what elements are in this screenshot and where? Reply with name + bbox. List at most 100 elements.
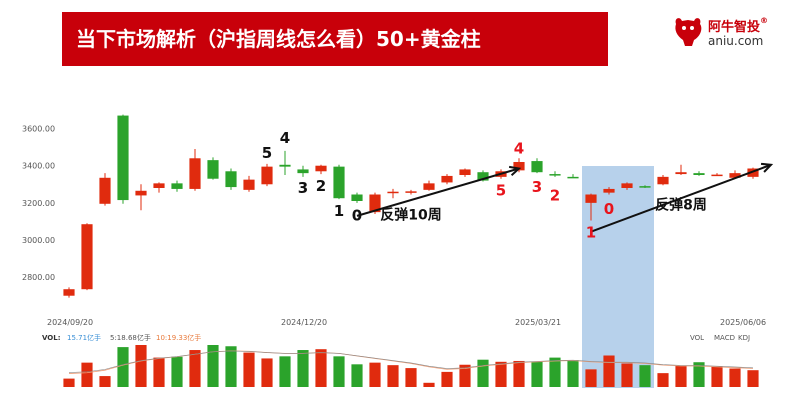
y-tick-label: 3200.00 (22, 199, 55, 208)
rebound-arrow-line (356, 167, 520, 217)
wave-count-label: 5 (496, 182, 506, 200)
wave-count-label: 4 (514, 139, 524, 157)
volume-ma-line-2 (68, 350, 754, 373)
candle-body (63, 289, 75, 296)
candle-body (639, 186, 651, 188)
x-tick-label: 2024/12/20 (281, 318, 327, 327)
volume-bar (603, 355, 615, 387)
candle-body (315, 165, 327, 172)
x-tick-label: 2025/03/21 (515, 318, 561, 327)
volume-bar (369, 362, 381, 387)
volume-bar (477, 359, 489, 387)
y-tick-label: 3000.00 (22, 236, 55, 245)
page-title: 当下市场解析（沪指周线怎么看）50+黄金柱 (76, 27, 481, 51)
volume-legend-label: VOL: (42, 334, 61, 342)
candle-body (531, 161, 543, 173)
candle-body (567, 176, 579, 179)
candle-body (513, 162, 525, 171)
candle-body (603, 188, 615, 193)
y-tick-label: 2800.00 (22, 273, 55, 282)
volume-bar (405, 368, 417, 387)
volume-legend-value: 15.71亿手 (67, 333, 101, 342)
rebound-label: 反弹10周 (380, 207, 441, 224)
volume-bar (297, 350, 309, 387)
volume-bar (567, 360, 579, 387)
volume-bar (747, 370, 759, 387)
candle-body (621, 183, 633, 188)
x-tick-label: 2024/09/20 (47, 318, 93, 327)
volume-bar (117, 347, 129, 387)
wave-count-label: 0 (604, 200, 614, 218)
candle-body (171, 183, 183, 189)
volume-bar (423, 382, 435, 387)
wave-count-label: 0 (352, 207, 362, 225)
logo-url: aniu.com (708, 34, 764, 48)
volume-bar (99, 376, 111, 387)
candle-body (297, 169, 309, 174)
candle-body (351, 194, 363, 201)
candle-body (243, 179, 255, 190)
volume-legend-ma10: 10:19.33亿手 (156, 333, 201, 342)
candle-body (369, 194, 381, 213)
wave-count-label: 2 (550, 186, 560, 204)
volume-bar (315, 349, 327, 387)
candle-body (729, 173, 741, 178)
wave-count-label: 2 (316, 177, 326, 195)
highlight-band (582, 166, 654, 388)
volume-bar (135, 345, 147, 387)
candle-body (423, 183, 435, 190)
candle-body (261, 166, 273, 185)
candle-body (189, 158, 201, 189)
volume-bar (351, 364, 363, 387)
logo-name: 阿牛智投 (708, 20, 761, 35)
candle-body (135, 190, 147, 196)
volume-bar (729, 368, 741, 387)
volume-legend-ma5: 5:18.68亿手 (110, 333, 151, 342)
rebound-label: 反弹8周 (655, 196, 707, 213)
volume-bar (513, 360, 525, 387)
candle-body (585, 194, 597, 203)
volume-bar (279, 356, 291, 387)
volume-bar (261, 358, 273, 387)
wave-count-label: 3 (532, 178, 542, 196)
volume-bar (549, 357, 561, 387)
candle-body (549, 174, 561, 176)
y-tick-label: 3600.00 (22, 125, 55, 134)
volume-tab-kdj[interactable]: KDJ (738, 334, 750, 342)
candle-body (405, 191, 417, 193)
candle-body (279, 164, 291, 167)
candle-body (387, 191, 399, 194)
volume-bar (225, 346, 237, 387)
brand-logo: 阿牛智投® aniu.com (672, 14, 784, 54)
volume-bar (585, 369, 597, 387)
volume-bar (441, 371, 453, 387)
volume-bar (495, 361, 507, 387)
candle-body (333, 166, 345, 199)
candle-body (657, 176, 669, 185)
rebound-arrow-head (508, 165, 522, 176)
wave-count-label: 1 (334, 202, 344, 220)
candle-body (711, 174, 723, 177)
candle-body (459, 169, 471, 175)
volume-bar (459, 364, 471, 387)
title-banner: 当下市场解析（沪指周线怎么看）50+黄金柱 (62, 12, 608, 66)
volume-bar (153, 357, 165, 387)
volume-bar (243, 352, 255, 387)
volume-bar (81, 362, 93, 387)
volume-bar (333, 356, 345, 387)
volume-bar (171, 356, 183, 387)
volume-bar (621, 363, 633, 387)
volume-bar (207, 345, 219, 387)
candle-body (153, 183, 165, 188)
candle-body (117, 115, 129, 201)
volume-tab-vol[interactable]: VOL (690, 334, 704, 342)
candle-body (477, 172, 489, 181)
wave-count-label: 1 (586, 223, 596, 241)
rebound-arrow-line (590, 163, 772, 233)
volume-bar (639, 365, 651, 387)
volume-bar (387, 365, 399, 387)
candle-body (441, 175, 453, 183)
volume-tab-macd[interactable]: MACD (714, 334, 735, 342)
volume-bar (711, 366, 723, 387)
